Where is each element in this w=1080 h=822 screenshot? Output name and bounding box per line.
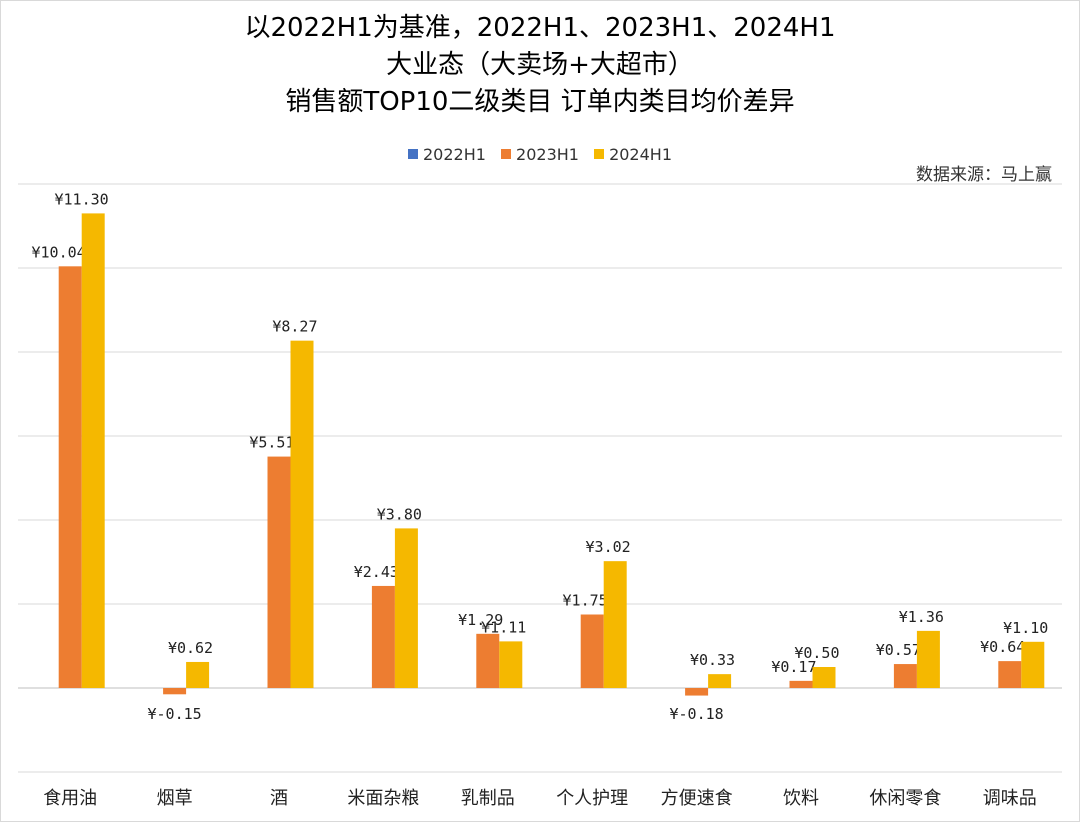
- legend-item-2024h1: 2024H1: [594, 145, 672, 164]
- bar-2023h1: [580, 614, 604, 688]
- bar-2024h1: [290, 340, 314, 688]
- data-label-2024h1: ¥0.62: [168, 639, 213, 657]
- data-label-2023h1: ¥0.17: [771, 658, 816, 676]
- data-label-2023h1: ¥0.64: [980, 638, 1025, 656]
- bar-2023h1: [267, 456, 291, 688]
- legend-item-2022h1: 2022H1: [408, 145, 486, 164]
- category-label: 酒: [270, 788, 288, 809]
- data-label-2024h1: ¥11.30: [55, 190, 109, 208]
- title-line-3: 销售额TOP10二级类目 订单内类目均价差异: [285, 87, 795, 117]
- bar-2023h1: [476, 633, 500, 688]
- category-label: 方便速食: [661, 788, 733, 809]
- data-label-2024h1: ¥3.02: [586, 538, 631, 556]
- category-label: 米面杂粮: [347, 788, 419, 809]
- category-label: 调味品: [983, 788, 1037, 809]
- chart-title: 以2022H1为基准，2022H1、2023H1、2024H1 大业态（大卖场+…: [0, 10, 1080, 121]
- legend-swatch-2023h1: [501, 149, 512, 159]
- data-label-2023h1: ¥10.04: [32, 243, 86, 261]
- bar-2023h1: [893, 664, 917, 688]
- category-label: 休闲零食: [869, 788, 941, 809]
- bar-2023h1: [163, 688, 187, 695]
- legend-label-2022h1: 2022H1: [423, 144, 486, 164]
- data-label-2023h1: ¥2.43: [354, 563, 399, 581]
- data-label-2024h1: ¥1.10: [1003, 619, 1048, 637]
- legend: 2022H1 2023H1 2024H1: [0, 144, 1080, 164]
- source-note: 数据来源：马上赢: [916, 165, 1052, 185]
- data-label-2024h1: ¥0.33: [690, 651, 735, 669]
- bar-2024h1: [916, 630, 940, 688]
- bar-2024h1: [186, 661, 210, 688]
- data-label-2023h1: ¥1.75: [563, 592, 608, 610]
- bar-2024h1: [394, 528, 418, 688]
- bar-2023h1: [789, 680, 813, 688]
- bar-2024h1: [81, 213, 105, 688]
- category-label: 食用油: [43, 788, 97, 809]
- legend-label-2024h1: 2024H1: [609, 144, 672, 164]
- legend-item-2023h1: 2023H1: [501, 145, 579, 164]
- data-label-2024h1: ¥1.11: [481, 618, 526, 636]
- data-label-2024h1: ¥8.27: [272, 318, 317, 336]
- category-label: 烟草: [157, 788, 193, 809]
- data-label-2024h1: ¥0.50: [794, 644, 839, 662]
- category-label: 个人护理: [556, 788, 628, 809]
- data-label-2023h1: ¥5.51: [249, 434, 294, 452]
- data-label-2024h1: ¥1.36: [899, 608, 944, 626]
- bar-2024h1: [708, 674, 732, 688]
- legend-label-2023h1: 2023H1: [516, 144, 579, 164]
- data-label-2023h1: ¥1.29: [458, 611, 503, 629]
- bar-2024h1: [603, 561, 627, 688]
- title-line-1: 以2022H1为基准，2022H1、2023H1、2024H1: [244, 13, 836, 43]
- category-label: 乳制品: [461, 788, 515, 809]
- bar-2024h1: [812, 667, 836, 688]
- bar-2024h1: [499, 641, 523, 688]
- bar-2023h1: [685, 688, 709, 696]
- data-label-2024h1: ¥3.80: [377, 505, 422, 523]
- data-label-2023h1: ¥0.57: [876, 641, 921, 659]
- data-label-2023h1: ¥-0.18: [670, 705, 724, 723]
- legend-swatch-2022h1: [408, 149, 418, 159]
- bar-2023h1: [998, 661, 1022, 688]
- title-line-2: 大业态（大卖场+大超市）: [386, 50, 694, 80]
- category-label: 饮料: [783, 788, 819, 809]
- bar-2023h1: [58, 266, 82, 688]
- bar-2023h1: [371, 585, 395, 688]
- legend-swatch-2024h1: [594, 149, 605, 159]
- data-label-2023h1: ¥-0.15: [148, 705, 202, 723]
- bar-2024h1: [1021, 641, 1045, 688]
